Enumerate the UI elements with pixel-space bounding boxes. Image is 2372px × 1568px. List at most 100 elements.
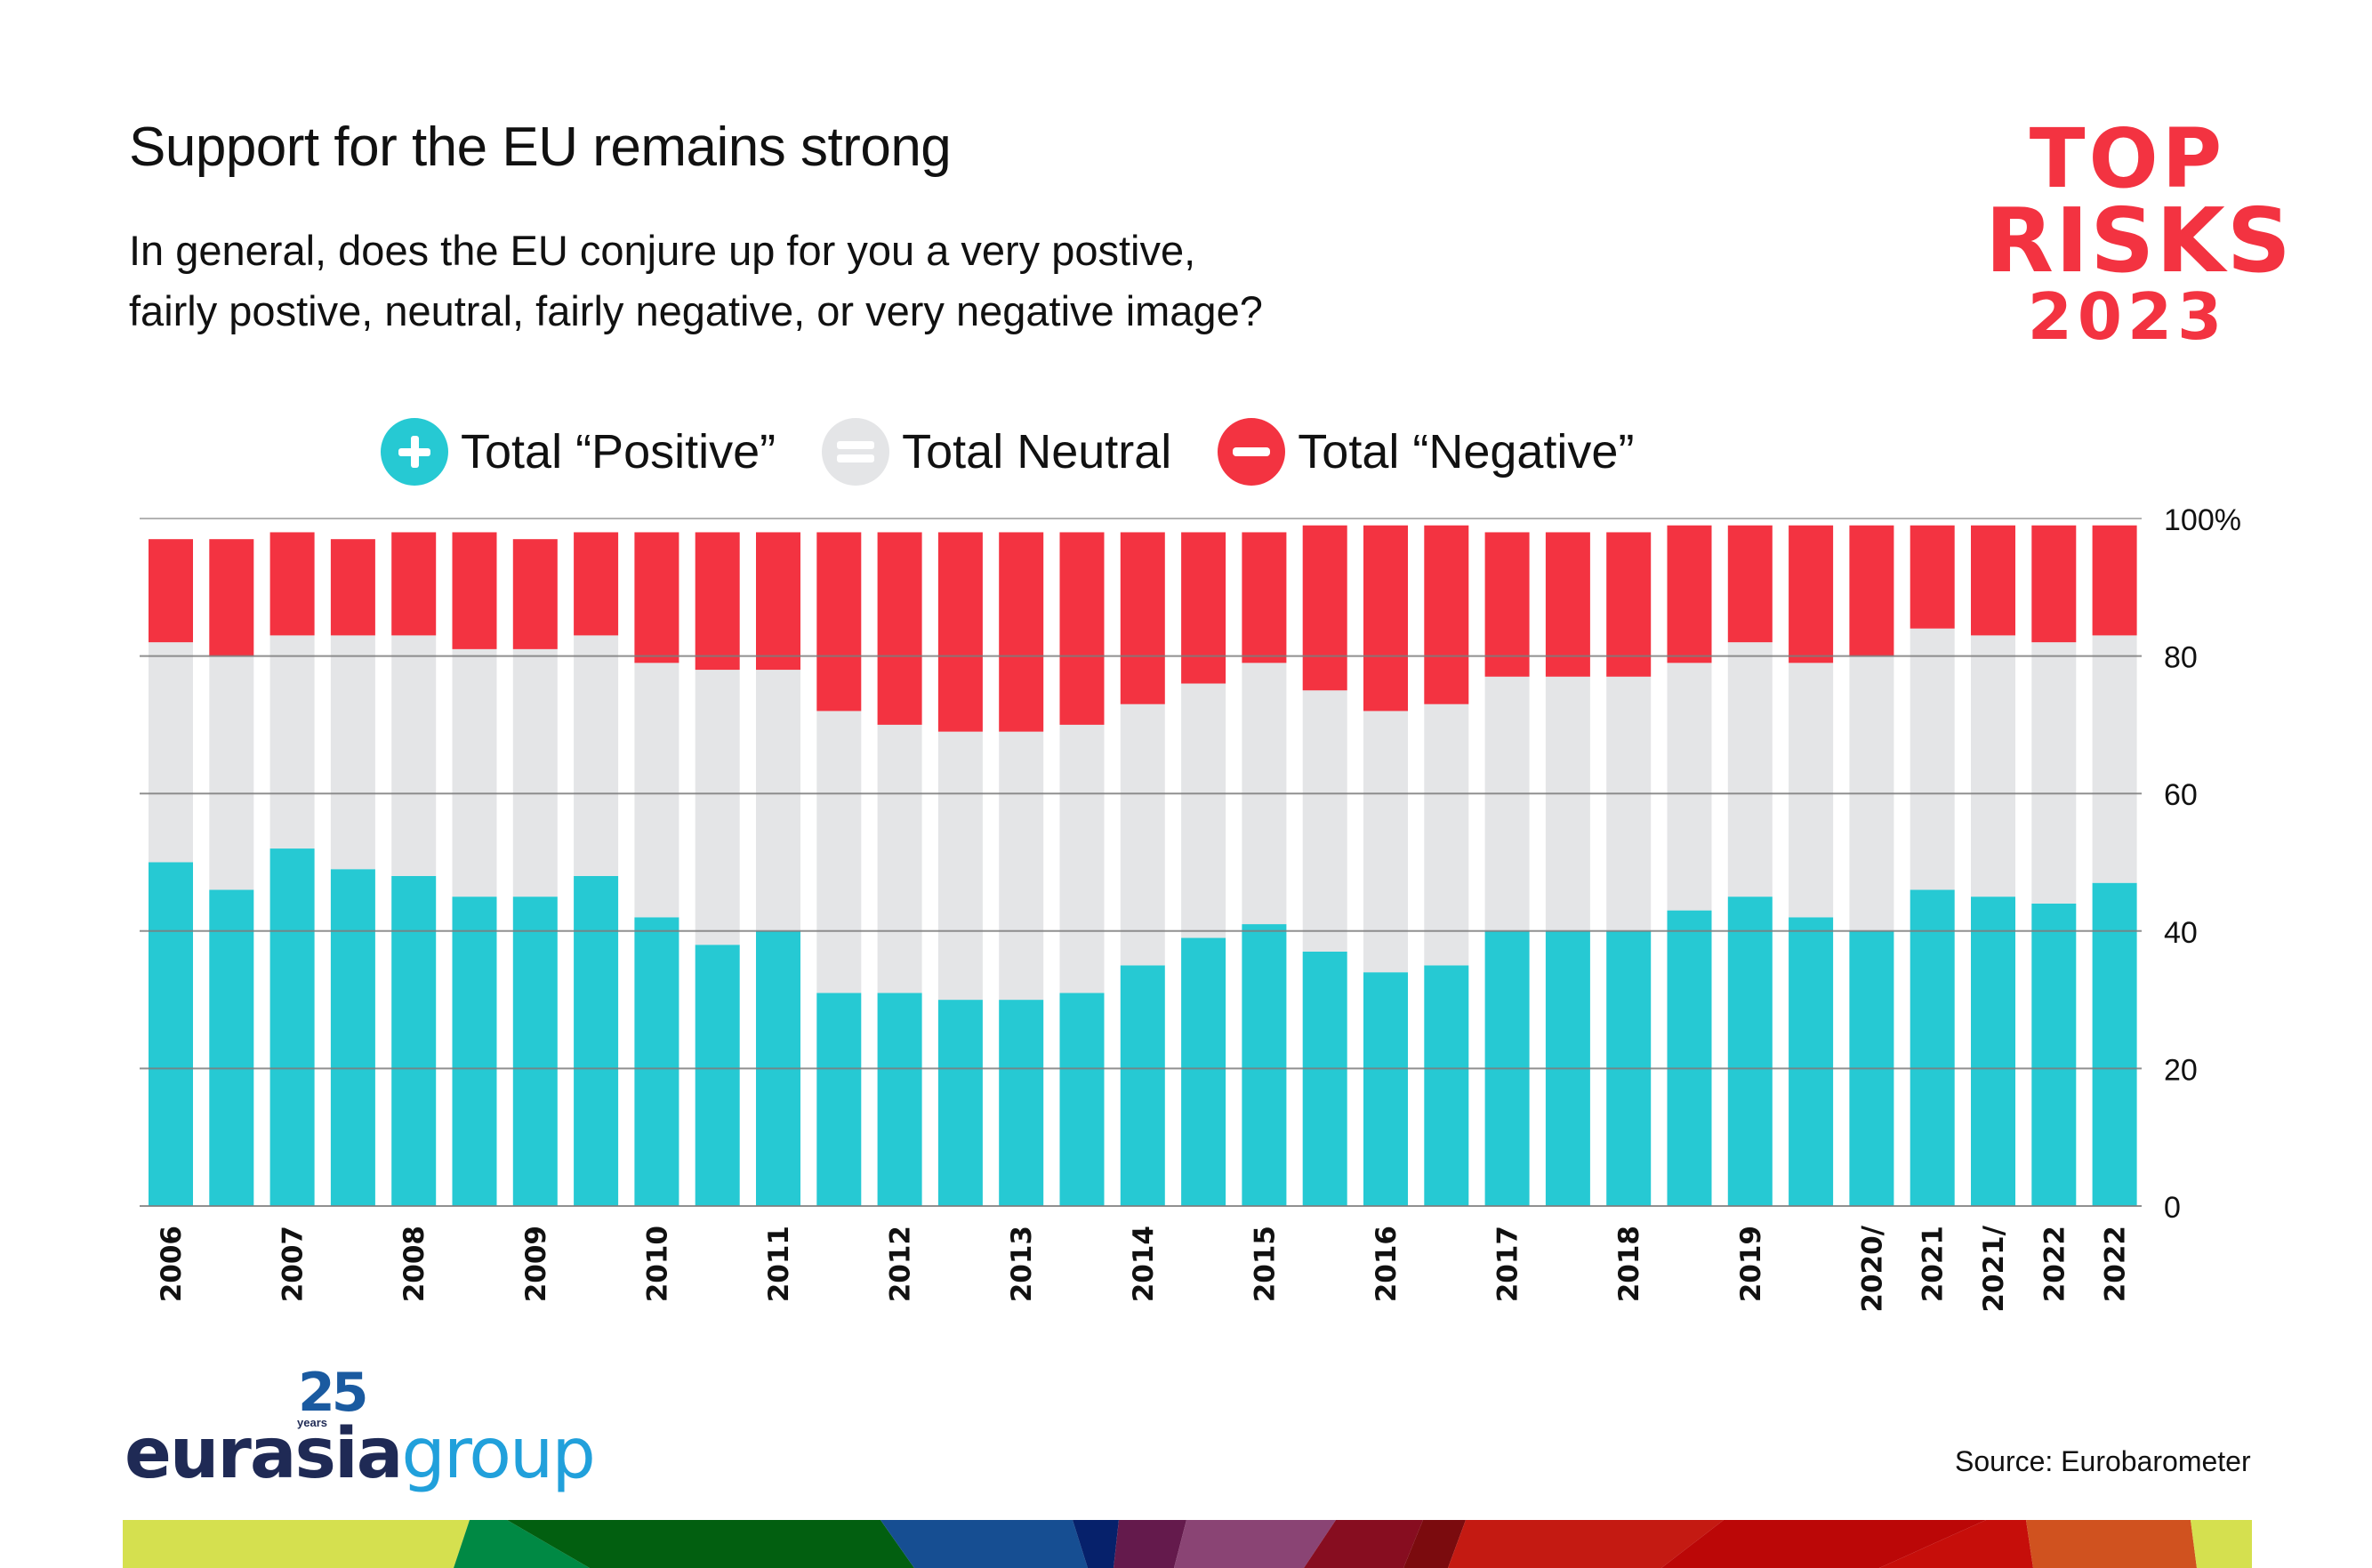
bar-positive bbox=[1120, 965, 1165, 1206]
top-risks-line-1: TOP bbox=[2029, 111, 2226, 206]
chart-subtitle: In general, does the EU conjure up for y… bbox=[129, 221, 1552, 342]
x-tick-label: 2006 bbox=[156, 1226, 188, 1302]
bar-negative bbox=[1910, 525, 1955, 629]
bar-negative bbox=[1120, 532, 1165, 704]
legend-label-negative: Total “Negative” bbox=[1298, 425, 1635, 478]
x-tick-label: 2020/ bbox=[1856, 1225, 1888, 1312]
bar-positive bbox=[1971, 897, 2015, 1206]
chart-title: Support for the EU remains strong bbox=[129, 117, 952, 178]
bar-negative bbox=[756, 532, 800, 671]
bar-positive bbox=[269, 848, 315, 1206]
bar-negative bbox=[330, 539, 375, 636]
bar-positive bbox=[1242, 924, 1287, 1206]
bar-neutral bbox=[1363, 711, 1408, 973]
x-tick-label: 2021/ bbox=[1978, 1225, 2010, 1312]
bar-positive bbox=[391, 875, 437, 1206]
bar-negative bbox=[1971, 525, 2015, 636]
bar-neutral bbox=[209, 655, 254, 890]
bar-positive bbox=[2092, 882, 2137, 1206]
bar-neutral bbox=[391, 635, 437, 876]
bar-neutral bbox=[816, 711, 862, 993]
bar-positive bbox=[1363, 972, 1408, 1206]
bar-negative bbox=[1302, 525, 1347, 691]
x-tick-label: 2011 bbox=[763, 1226, 795, 1302]
bar-positive bbox=[149, 862, 193, 1206]
x-tick-label: 2009 bbox=[520, 1226, 552, 1302]
strip-segment bbox=[1403, 1520, 1466, 1568]
strip-segment bbox=[1114, 1520, 1186, 1568]
bar-positive bbox=[574, 875, 619, 1206]
strip-segment bbox=[1448, 1520, 1724, 1568]
bar-neutral bbox=[1667, 663, 1712, 911]
bar-neutral bbox=[2092, 635, 2137, 883]
equals-icon bbox=[822, 418, 890, 486]
bar-positive bbox=[1059, 993, 1105, 1206]
bar-neutral bbox=[512, 648, 558, 897]
bar-negative bbox=[1789, 525, 1834, 663]
x-tick-label: 2010 bbox=[641, 1226, 673, 1302]
bar-negative bbox=[1849, 525, 1894, 656]
bar-negative bbox=[1484, 532, 1530, 677]
legend-label-positive: Total “Positive” bbox=[461, 425, 776, 478]
chart-legend: Total “Positive” Total Neutral Total “Ne… bbox=[381, 418, 1680, 486]
bar-neutral bbox=[937, 731, 983, 1001]
bar-negative bbox=[695, 532, 740, 671]
top-risks-logo: TOP RISKS 2023 bbox=[1985, 111, 2291, 350]
bar-negative bbox=[1606, 532, 1652, 677]
legend-item-neutral: Total Neutral bbox=[822, 418, 1171, 486]
y-tick-label: 0 bbox=[2164, 1191, 2181, 1225]
bar-negative bbox=[816, 532, 862, 712]
bar-positive bbox=[2031, 903, 2077, 1206]
strip-segment bbox=[1174, 1520, 1336, 1568]
bar-neutral bbox=[1181, 683, 1226, 938]
bar-neutral bbox=[634, 663, 679, 918]
strip-segment bbox=[454, 1520, 590, 1568]
bar-neutral bbox=[999, 731, 1044, 1001]
bar-neutral bbox=[1971, 635, 2015, 897]
strip-segment bbox=[2026, 1520, 2197, 1568]
legend-item-negative: Total “Negative” bbox=[1218, 418, 1634, 486]
bar-positive bbox=[1667, 910, 1712, 1206]
bar-positive bbox=[816, 993, 862, 1206]
strip-segment bbox=[1073, 1520, 1119, 1568]
plus-icon bbox=[381, 418, 448, 486]
subtitle-line-1: In general, does the EU conjure up for y… bbox=[129, 227, 1196, 274]
y-tick-label: 40 bbox=[2164, 916, 2198, 950]
strip-segment bbox=[1304, 1520, 1423, 1568]
strip-segment bbox=[123, 1520, 470, 1568]
bar-negative bbox=[877, 532, 922, 725]
x-tick-label: 2008 bbox=[398, 1226, 430, 1302]
subtitle-line-2: fairly postive, neutral, fairly negative… bbox=[129, 287, 1263, 334]
bar-neutral bbox=[1727, 642, 1773, 897]
bar-neutral bbox=[1059, 724, 1105, 993]
bar-negative bbox=[999, 532, 1044, 732]
bar-negative bbox=[1424, 525, 1469, 704]
bar-negative bbox=[1667, 525, 1712, 663]
bar-positive bbox=[452, 897, 497, 1206]
wordmark-eurasia: eurasia bbox=[125, 1414, 403, 1494]
strip-segment bbox=[1879, 1520, 2033, 1568]
bar-negative bbox=[1242, 532, 1287, 663]
source-note: Source: Eurobarometer bbox=[1955, 1445, 2251, 1477]
bar-positive bbox=[634, 917, 679, 1206]
strip-segment bbox=[507, 1520, 914, 1568]
bar-neutral bbox=[330, 635, 375, 870]
bar-neutral bbox=[452, 648, 497, 897]
anniversary-25-mark: 25 bbox=[298, 1362, 368, 1424]
x-tick-label: 2013 bbox=[1006, 1226, 1038, 1302]
bar-negative bbox=[391, 532, 437, 636]
bar-positive bbox=[999, 1000, 1044, 1206]
bar-positive bbox=[695, 945, 740, 1206]
strip-segment bbox=[880, 1520, 1088, 1568]
x-tick-label: 2021 bbox=[1918, 1226, 1950, 1302]
bar-positive bbox=[512, 897, 558, 1206]
bar-neutral bbox=[1789, 663, 1834, 918]
wordmark-group: group bbox=[401, 1414, 596, 1494]
legend-label-neutral: Total Neutral bbox=[902, 425, 1172, 478]
bar-positive bbox=[1181, 937, 1226, 1206]
bar-positive bbox=[209, 889, 254, 1206]
bar-negative bbox=[574, 532, 619, 636]
bar-positive bbox=[1424, 965, 1469, 1206]
bar-positive bbox=[1910, 889, 1955, 1206]
